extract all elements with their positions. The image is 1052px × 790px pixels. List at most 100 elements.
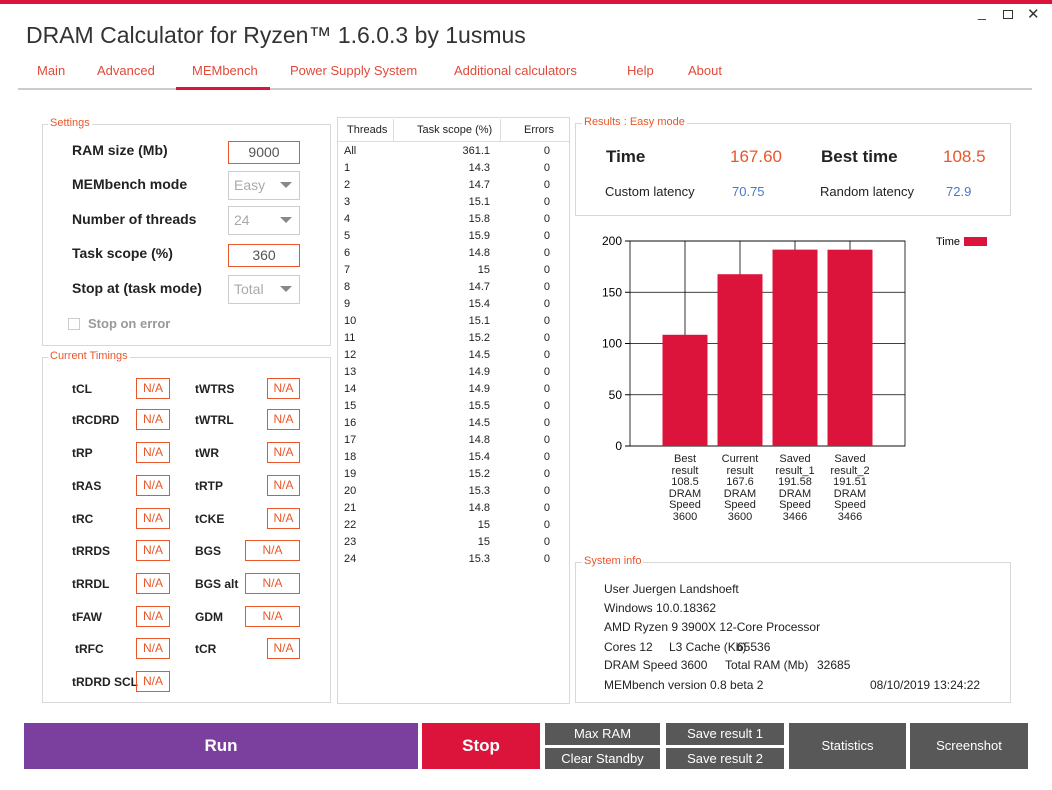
text-input[interactable]: 9000	[228, 141, 300, 164]
scope-cell: 15	[477, 264, 490, 276]
checkbox-label: Stop on error	[88, 316, 171, 331]
timing-value: N/A	[136, 475, 170, 496]
errors-cell: 0	[543, 332, 550, 344]
button[interactable]: Max RAM	[545, 723, 660, 745]
thread-cell: 14	[344, 383, 357, 395]
timing-value: N/A	[136, 508, 170, 529]
errors-cell: 0	[543, 196, 550, 208]
tab[interactable]: Main	[37, 63, 66, 78]
errors-cell: 0	[543, 179, 550, 191]
thread-cell: 18	[344, 451, 357, 463]
button[interactable]: Run	[24, 723, 418, 769]
button[interactable]: Screenshot	[910, 723, 1028, 769]
maximize-button[interactable]	[1003, 10, 1013, 19]
bar	[717, 274, 763, 446]
errors-cell: 0	[543, 145, 550, 157]
dropdown[interactable]: 24	[228, 206, 300, 235]
thread-cell: 6	[344, 247, 351, 259]
column-header: Task scope (%)	[417, 124, 493, 136]
errors-cell: 0	[543, 553, 550, 565]
thread-cell: 11	[344, 332, 356, 344]
plot-frame	[629, 240, 906, 447]
tab[interactable]: About	[688, 63, 722, 78]
checkbox[interactable]	[68, 318, 80, 330]
result-label: Best time	[821, 147, 898, 166]
scope-cell: 15	[477, 519, 490, 531]
settings-legend: Settings	[48, 117, 92, 129]
button[interactable]: Statistics	[789, 723, 906, 769]
sysinfo-text: AMD Ryzen 9 3900X 12-Core Processor	[604, 620, 821, 634]
setting-label: MEMbench mode	[72, 176, 188, 192]
sysinfo-text: DRAM Speed 3600	[604, 658, 708, 672]
result-value: 70.75	[732, 184, 765, 199]
dropdown[interactable]: Easy	[228, 171, 300, 200]
thread-cell: 16	[344, 417, 357, 429]
scope-cell: 15	[477, 536, 490, 548]
scope-cell: 14.9	[468, 383, 490, 395]
timing-label: tRC	[72, 512, 94, 526]
sysinfo-text: User Juergen Landshoeft	[604, 582, 739, 596]
errors-cell: 0	[543, 400, 550, 412]
errors-cell: 0	[543, 213, 550, 225]
scope-cell: 15.4	[468, 451, 490, 463]
timing-label: tCL	[72, 382, 92, 396]
errors-cell: 0	[543, 315, 550, 327]
errors-cell: 0	[543, 451, 550, 463]
y-tick-label: 200	[602, 234, 622, 248]
thread-cell: 3	[344, 196, 351, 208]
timing-value: N/A	[267, 638, 300, 659]
y-tick-label: 50	[609, 388, 623, 402]
sysinfo-text: 32685	[817, 658, 851, 672]
timing-value: N/A	[267, 442, 300, 463]
result-label: Time	[606, 147, 646, 166]
dropdown[interactable]: Total	[228, 275, 300, 304]
timing-label: tCR	[195, 642, 217, 656]
results-box	[575, 123, 1011, 216]
tab[interactable]: Additional calculators	[454, 63, 577, 78]
y-tick-label: 0	[615, 439, 622, 453]
button[interactable]: Stop	[422, 723, 540, 769]
timing-value: N/A	[136, 442, 170, 463]
timing-value: N/A	[136, 573, 170, 594]
timing-label: tWTRL	[195, 413, 234, 427]
scope-cell: 14.5	[468, 349, 490, 361]
setting-label: RAM size (Mb)	[72, 142, 168, 158]
timing-label: BGS alt	[195, 577, 239, 591]
tab[interactable]: Help	[627, 63, 654, 78]
tab[interactable]: Advanced	[97, 63, 155, 78]
timing-label: tWR	[195, 446, 219, 460]
dropdown-arrow[interactable]	[280, 217, 292, 223]
dropdown-arrow[interactable]	[280, 286, 292, 292]
setting-label: Number of threads	[72, 211, 197, 227]
close-button[interactable]: ✕	[1027, 6, 1040, 23]
sysinfo-text: MEMbench version 0.8 beta 2	[604, 678, 764, 692]
result-label: Random latency	[820, 184, 914, 199]
minimize-button[interactable]: _	[978, 4, 986, 20]
thread-cell: 8	[344, 281, 351, 293]
timing-label: BGS	[195, 544, 222, 558]
scope-cell: 14.5	[468, 417, 490, 429]
sysinfo-text: Total RAM (Mb)	[725, 658, 809, 672]
scope-cell: 14.8	[468, 434, 490, 446]
timing-label: tRFC	[75, 642, 104, 656]
thread-cell: 20	[344, 485, 357, 497]
text-input[interactable]: 360	[228, 244, 300, 267]
x-tick-label: Saved result_2 191.51 DRAM Speed 3466	[830, 453, 870, 523]
legend-label: Time	[936, 236, 960, 248]
tab[interactable]: Power Supply System	[290, 63, 418, 78]
errors-cell: 0	[543, 502, 550, 514]
timing-label: tRRDL	[72, 577, 110, 591]
bar	[772, 249, 818, 446]
errors-cell: 0	[543, 162, 550, 174]
errors-cell: 0	[543, 468, 550, 480]
tab[interactable]: MEMbench	[192, 63, 258, 78]
column-header: Threads	[347, 124, 388, 136]
dropdown-arrow[interactable]	[280, 182, 292, 188]
button[interactable]: Save result 1	[666, 723, 784, 745]
timing-value: N/A	[245, 540, 300, 561]
scope-cell: 15.4	[468, 298, 490, 310]
button[interactable]: Save result 2	[666, 748, 784, 769]
button[interactable]: Clear Standby	[545, 748, 660, 769]
bar	[662, 334, 708, 446]
scope-cell: 14.8	[468, 502, 490, 514]
